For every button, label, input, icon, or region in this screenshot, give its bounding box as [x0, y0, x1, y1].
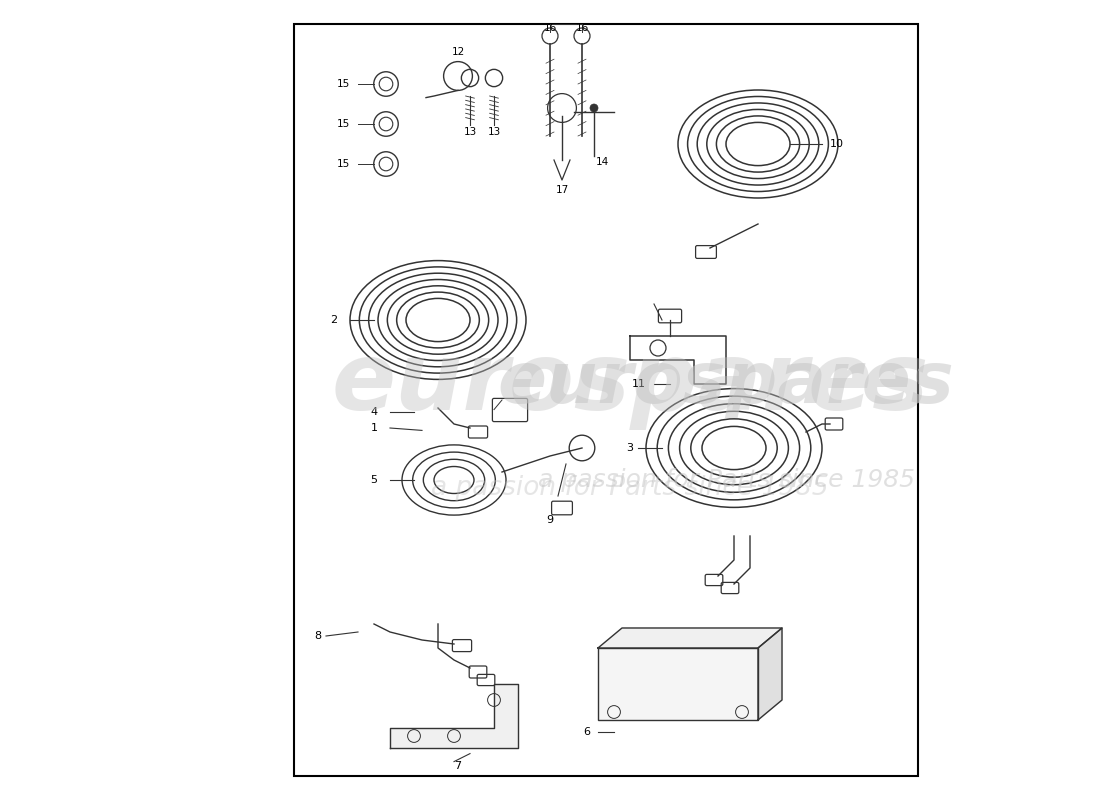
- Text: 14: 14: [595, 157, 608, 166]
- Text: eurospares: eurospares: [497, 350, 955, 418]
- Text: 9: 9: [547, 515, 553, 525]
- Text: 3: 3: [627, 443, 634, 453]
- Text: 15: 15: [337, 79, 350, 89]
- Text: 4: 4: [371, 407, 377, 417]
- Circle shape: [590, 104, 598, 112]
- Text: 12: 12: [451, 47, 464, 57]
- Text: 6: 6: [583, 727, 590, 737]
- Text: 1: 1: [371, 423, 377, 433]
- Bar: [598, 648, 758, 720]
- Polygon shape: [390, 684, 518, 748]
- Text: 15: 15: [337, 119, 350, 129]
- Polygon shape: [758, 628, 782, 720]
- Text: 16: 16: [575, 23, 589, 33]
- Text: 15: 15: [337, 159, 350, 169]
- Text: 8: 8: [315, 631, 321, 641]
- Text: 13: 13: [487, 127, 500, 137]
- Bar: [294, 24, 918, 776]
- Text: 2: 2: [330, 315, 338, 325]
- Text: a passion for Parts since 1985: a passion for Parts since 1985: [538, 468, 914, 492]
- Text: 13: 13: [463, 127, 476, 137]
- Text: eurospares: eurospares: [331, 338, 928, 430]
- Text: 16: 16: [543, 23, 557, 33]
- Text: 5: 5: [371, 475, 377, 485]
- Text: a passion for Parts since 1985: a passion for Parts since 1985: [431, 475, 828, 501]
- Text: 10: 10: [830, 139, 844, 149]
- Text: 11: 11: [632, 379, 646, 389]
- Text: 7: 7: [454, 762, 462, 771]
- Text: 17: 17: [556, 186, 569, 195]
- Polygon shape: [598, 628, 782, 648]
